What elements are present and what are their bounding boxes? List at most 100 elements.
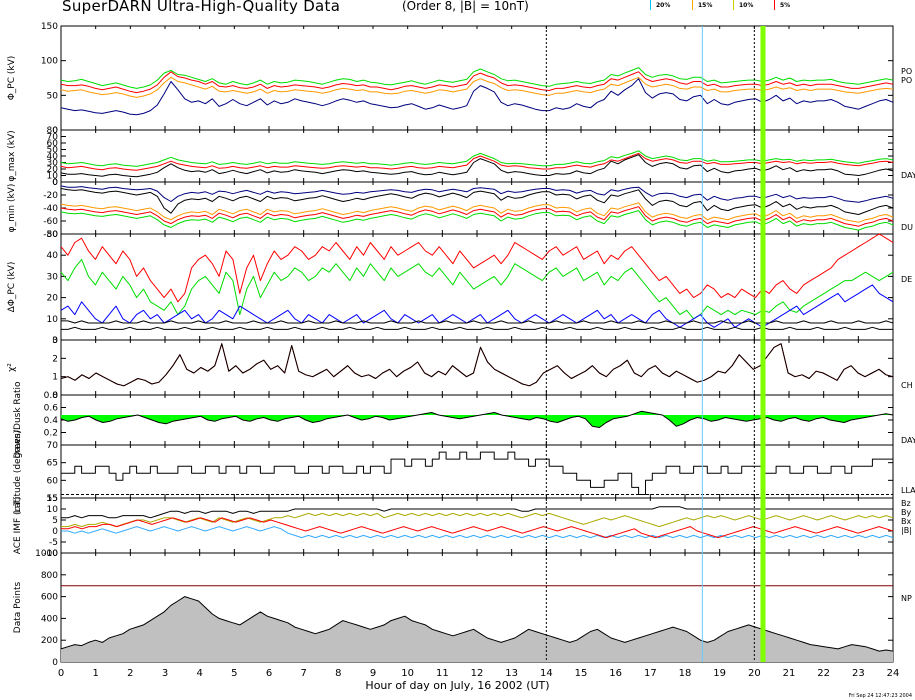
series-line-dpcp-3 (61, 320, 894, 324)
x-tick-label: 19 (713, 668, 726, 679)
y-tick-label: 3 (52, 336, 58, 346)
series-line-phimin-1 (60, 185, 894, 203)
y-tick-label: 400 (41, 614, 58, 624)
y-axis-label-chi: χ² (7, 363, 17, 372)
right-label-dpcp: DE (901, 275, 912, 284)
x-tick-label: 5 (231, 668, 237, 679)
y-tick-label: 0 (52, 126, 58, 136)
x-tick-label: 2 (127, 668, 133, 679)
y-tick-label: 80 (47, 126, 59, 136)
y-tick-label: 0.8 (44, 391, 59, 401)
x-axis-label: Hour of day on July, 16 2002 (UT) (365, 679, 550, 692)
legend-label: 20% (656, 2, 671, 9)
y-tick-label: 50 (47, 146, 59, 156)
y-tick-label: 70 (47, 441, 59, 451)
y-tick-label: 50 (47, 230, 59, 240)
legend-item-20: 20% (650, 0, 671, 10)
y-tick-label: -40 (43, 204, 58, 214)
legend-item-5: 5% (774, 0, 790, 10)
x-tick-label: 13 (505, 668, 518, 679)
x-tick-label: 14 (540, 668, 553, 679)
x-tick-label: 18 (679, 668, 692, 679)
y-tick-label: 50 (47, 91, 59, 101)
legend-item-15: 15% (692, 0, 712, 10)
y-tick-label: 60 (47, 139, 59, 149)
right-label-ratio: DAY (901, 436, 915, 445)
y-axis-label-lat: Latitude (degrees) (13, 430, 23, 513)
right-label-imf: Bx (901, 517, 911, 526)
y-tick-label: 1 (52, 373, 58, 383)
y-tick-label: 0 (52, 527, 58, 537)
y-tick-label: 65 (47, 459, 58, 469)
x-tick-label: 16 (609, 668, 622, 679)
y-axis-label-npts: Data Points (13, 581, 23, 633)
right-label-imf: |B| (901, 526, 912, 535)
y-tick-label: -10 (43, 549, 58, 559)
y-tick-label: -5 (49, 538, 58, 548)
x-tick-label: 24 (887, 668, 900, 679)
y-tick-label: 60 (47, 476, 59, 486)
y-tick-label: 100 (41, 57, 58, 67)
y-axis-label-phimin: φ_min (kV) (7, 184, 17, 233)
series-line-phimax-1 (60, 150, 894, 167)
timestamp: Fri Sep 24 12:47:23 2004 (848, 693, 912, 699)
y-tick-label: 0 (52, 391, 58, 401)
order-label: (Order 8, |B| = 10nT) (402, 0, 529, 13)
legend-label: 10% (739, 2, 754, 9)
y-axis-label-phimax: φ_max (kV) (7, 130, 17, 181)
series-line-ratio-0 (60, 410, 894, 428)
panel-frame-phimin (60, 181, 894, 235)
y-tick-label: -80 (43, 230, 58, 240)
y-tick-label: 600 (41, 593, 58, 603)
y-axis-label-ratio: Dawn/Dusk Ratio (13, 381, 23, 459)
series-line-phimin-2 (60, 206, 894, 227)
y-tick-label: 0.4 (44, 416, 59, 426)
x-tick-label: 7 (300, 668, 306, 679)
y-tick-label: 70 (47, 133, 59, 143)
y-tick-label: 1000 (35, 549, 58, 559)
y-tick-label: 30 (47, 272, 59, 282)
right-label-pcp: PO (901, 76, 912, 85)
panel-frame-lat (60, 444, 894, 499)
legend-swatch (692, 0, 693, 10)
x-tick-label: 17 (644, 668, 657, 679)
panel-frame-imf (60, 497, 894, 554)
y-tick-label: 0.2 (44, 429, 58, 439)
y-tick-label: 10 (47, 505, 59, 515)
series-area-ratio-0 (61, 411, 893, 428)
right-label-phimax: DAY (901, 171, 915, 180)
panel-frame-ratio (60, 394, 894, 446)
series-line-imf-0 (61, 506, 893, 519)
right-label-imf: By (901, 508, 911, 517)
right-label-chi: CH (901, 381, 913, 390)
right-label-imf: Bz (901, 499, 911, 508)
x-tick-label: 9 (370, 668, 376, 679)
series-line-dpcp-0 (60, 233, 894, 303)
series-line-phimin-3 (60, 210, 894, 231)
y-tick-label: 30 (47, 159, 59, 169)
y-tick-label: 40 (47, 152, 59, 162)
series-line-pcp-0 (60, 67, 894, 89)
x-tick-label: 3 (162, 668, 168, 679)
series-line-chi-1 (60, 343, 894, 387)
y-tick-label: 10 (47, 172, 59, 182)
y-tick-label: 150 (41, 22, 58, 32)
series-line-imf-3 (61, 517, 894, 539)
y-tick-label: 2 (52, 354, 58, 364)
series-line-pcp-1 (60, 71, 894, 94)
y-tick-label: 55 (47, 494, 58, 504)
y-tick-label: 40 (47, 251, 59, 261)
y-tick-label: 5 (52, 516, 58, 526)
right-label-npts: NP (901, 594, 912, 603)
y-axis-label-dpcp: ΔΦ_PC (kV) (7, 262, 17, 313)
x-tick-label: 11 (436, 668, 449, 679)
series-line-phimax-2 (60, 154, 894, 178)
y-tick-label: 10 (47, 315, 59, 325)
x-tick-label: 20 (748, 668, 761, 679)
x-tick-label: 23 (852, 668, 865, 679)
y-tick-label: 20 (47, 165, 59, 175)
y-tick-label: -60 (43, 217, 58, 227)
right-label-pcp: PO (901, 67, 912, 76)
series-line-pcp-2 (60, 76, 894, 98)
